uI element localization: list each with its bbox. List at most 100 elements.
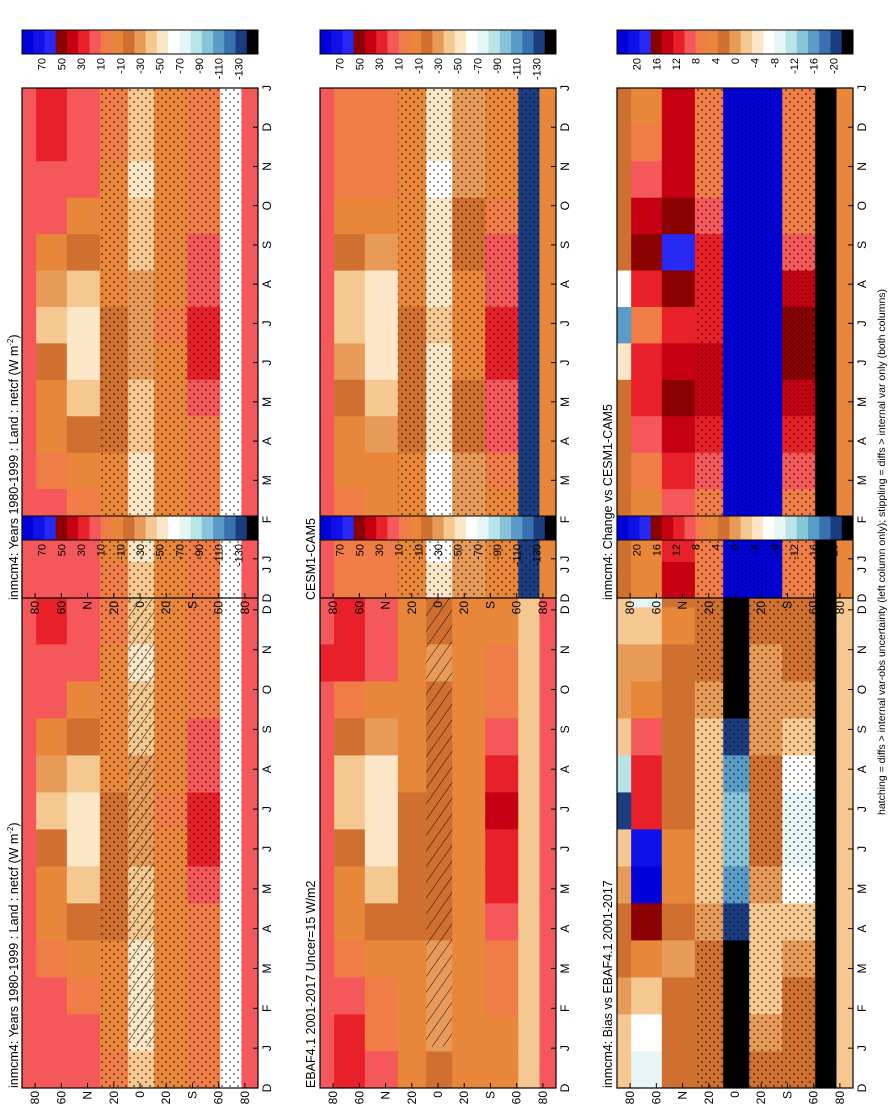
heatmap-cell (364, 160, 399, 198)
month-tick-label: J (260, 567, 274, 573)
heatmap-cell (518, 644, 540, 682)
colorbar-swatch (387, 30, 400, 54)
heatmap-cell (836, 1014, 854, 1052)
heatmap-cell (661, 88, 696, 125)
heatmap-cell (661, 755, 696, 793)
lat-tick-label: 60 (807, 601, 821, 615)
heatmap-cell (364, 718, 399, 756)
heatmap-cell (539, 233, 557, 271)
colorbar-swatch (841, 516, 854, 540)
month-tick-label: D (558, 605, 572, 614)
colorbar-swatch (454, 30, 467, 54)
colorbar-swatch (353, 30, 366, 54)
colorbar-swatch (499, 516, 512, 540)
colorbar-difference: 20 16 12 8 4 0 -4 -8 -12 -16 -20 (616, 515, 854, 560)
heatmap-cell (518, 977, 540, 1015)
heatmap-cell (836, 415, 854, 453)
colorbar-tick-label: 20 (632, 58, 644, 70)
lat-tick-label: 60 (212, 1091, 226, 1105)
heatmap-cell (836, 124, 854, 162)
heatmap-cell (539, 607, 557, 645)
colorbar-absolute: 70 50 30 10 -10 -30 -50 -70 -90 -110 -130 (21, 29, 259, 80)
month-tick-label: J (855, 320, 869, 326)
heatmap-cell (452, 718, 486, 756)
month-tick-label: M (260, 884, 274, 894)
heatmap-cell (661, 607, 696, 645)
month-tick-label: S (855, 241, 869, 249)
colorbar-tick-label: -50 (155, 544, 167, 560)
heatmap-cell (631, 644, 663, 682)
heatmap-cell (661, 1014, 696, 1052)
panel-title-text: EBAF4.1 2001-2017 Uncer=15 W/m2 (304, 881, 318, 1088)
heatmap-cell (241, 379, 259, 417)
heatmap-cell (66, 681, 101, 719)
panel-title-text: inmcm4: Years 1980-1999 : Land : netcf (… (7, 346, 21, 600)
lat-tick-label: 80 (536, 1091, 550, 1105)
month-tick-label: D (855, 605, 869, 614)
month-tick-label: F (855, 1005, 869, 1012)
heatmap-cell (631, 197, 663, 235)
heatmap-cell (631, 903, 663, 941)
heatmap-cell (22, 681, 37, 719)
colorbar-frame (616, 29, 854, 55)
heatmap-cell (397, 755, 427, 793)
heatmap-cell (631, 415, 663, 453)
heatmap-cell (66, 233, 101, 271)
lat-tick-label: 20 (159, 601, 173, 615)
month-tick-label: O (558, 201, 572, 210)
panel-title-text: inmcm4: Bias vs EBAF4.1 2001-2017 (601, 880, 615, 1088)
heatmap-cell (66, 903, 101, 941)
heatmap-cell (334, 866, 366, 904)
heatmap-cell (241, 270, 259, 307)
heatmap-cell (452, 1014, 486, 1052)
heatmap-cell (66, 343, 101, 380)
heatmap-cell (36, 903, 68, 941)
colorbar-tick-label: -130 (233, 544, 245, 566)
heatmap-cell (36, 681, 68, 719)
heatmap-cell (36, 343, 68, 380)
colorbar-swatch (522, 516, 535, 540)
colorbar-tick-label: -50 (155, 58, 167, 74)
heatmap-cell (836, 718, 854, 756)
lat-tick-label: 60 (212, 601, 226, 615)
colorbar-swatch (477, 30, 490, 54)
lat-tick-label: 80 (623, 1091, 637, 1105)
colorbar-tick-label: 4 (710, 544, 722, 550)
colorbar-swatch (740, 516, 753, 540)
heatmap-cell (397, 829, 427, 867)
colorbar-swatch (488, 516, 501, 540)
lat-tick-label: 20 (457, 1091, 471, 1105)
month-tick-label: A (558, 765, 572, 773)
colorbar-tick-label: 50 (354, 544, 366, 556)
heatmap-cell (241, 607, 259, 645)
heatmap-cell (452, 1051, 486, 1089)
lat-tick-label: 80 (238, 601, 252, 615)
heatmap-cell (661, 452, 696, 490)
heatmap-cell (364, 607, 399, 645)
colorbar-tick-label: -130 (233, 58, 245, 80)
heatmap-cell (66, 88, 101, 125)
heatmap-cell (364, 452, 399, 490)
lat-tick-label: 80 (833, 601, 847, 615)
heatmap-cell (539, 124, 557, 162)
colorbar-swatch (213, 30, 225, 54)
colorbar-swatch (673, 30, 685, 54)
colorbar-swatch (785, 516, 798, 540)
month-tick-label: J (855, 1045, 869, 1051)
heatmap-cell (241, 415, 259, 453)
heatmap-cell (397, 681, 427, 719)
month-tick-label: A (260, 437, 274, 445)
heatmap-cell (334, 379, 366, 417)
colorbar-tick-label: -4 (750, 544, 762, 554)
heatmap-cell (66, 1051, 101, 1089)
heatmap-panel-1: D J F M A M J J A S O N D J 80 60 N 20 0 20 S 60 80 inmcm4: Yea… (6, 567, 274, 1104)
colorbar-swatch (246, 30, 259, 54)
heatmap-cell (334, 452, 366, 490)
heatmap-cell (397, 792, 427, 830)
heatmap-cell (631, 124, 663, 162)
colorbar-swatch (409, 516, 422, 540)
heatmap-cell (617, 124, 632, 162)
colorbar-swatch (639, 30, 652, 54)
